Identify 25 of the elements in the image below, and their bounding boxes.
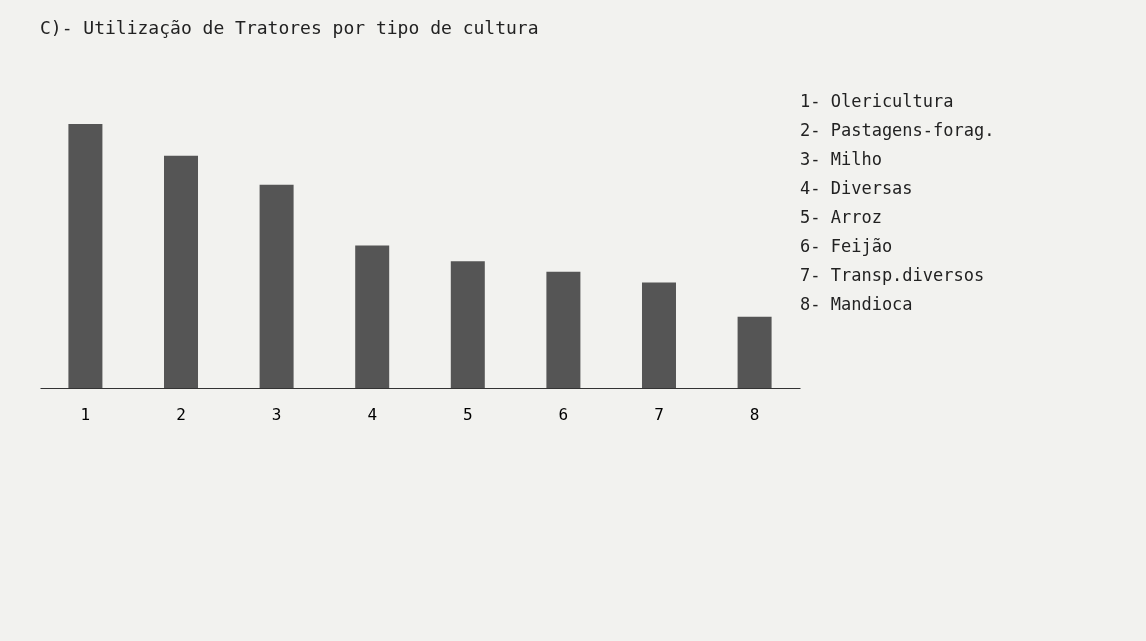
bar [355,245,390,388]
annotation: 3- Milho [800,149,882,170]
x-tick-label: 5 [462,404,473,424]
bar [641,282,676,388]
annotation: 8- Mandioca [800,293,913,314]
bar [546,271,581,388]
chart-title: C)- Utilização de Tratores por tipo de cultura [40,17,539,38]
x-tick-label: 8 [749,404,760,424]
annotation: 2- Pastagens-forag. [800,120,995,141]
annotation: 4- Diversas [800,178,913,199]
annotation: 7- Transp.diversos [800,264,985,285]
annotation: 5- Arroz [800,206,882,227]
bar [450,261,485,388]
bar [164,155,199,388]
x-tick-label: 6 [558,404,569,424]
bar [259,184,294,388]
x-tick-label: 4 [367,404,378,424]
bar [737,316,772,388]
x-tick-label: 7 [654,404,664,424]
x-tick-label: 2 [176,404,186,424]
text: 1- Olericultura [800,91,954,112]
x-tick-label: 3 [271,404,282,424]
x-tick-label: 1 [80,404,91,424]
bar [68,124,103,388]
annotation: 6- Feijão [800,235,893,256]
